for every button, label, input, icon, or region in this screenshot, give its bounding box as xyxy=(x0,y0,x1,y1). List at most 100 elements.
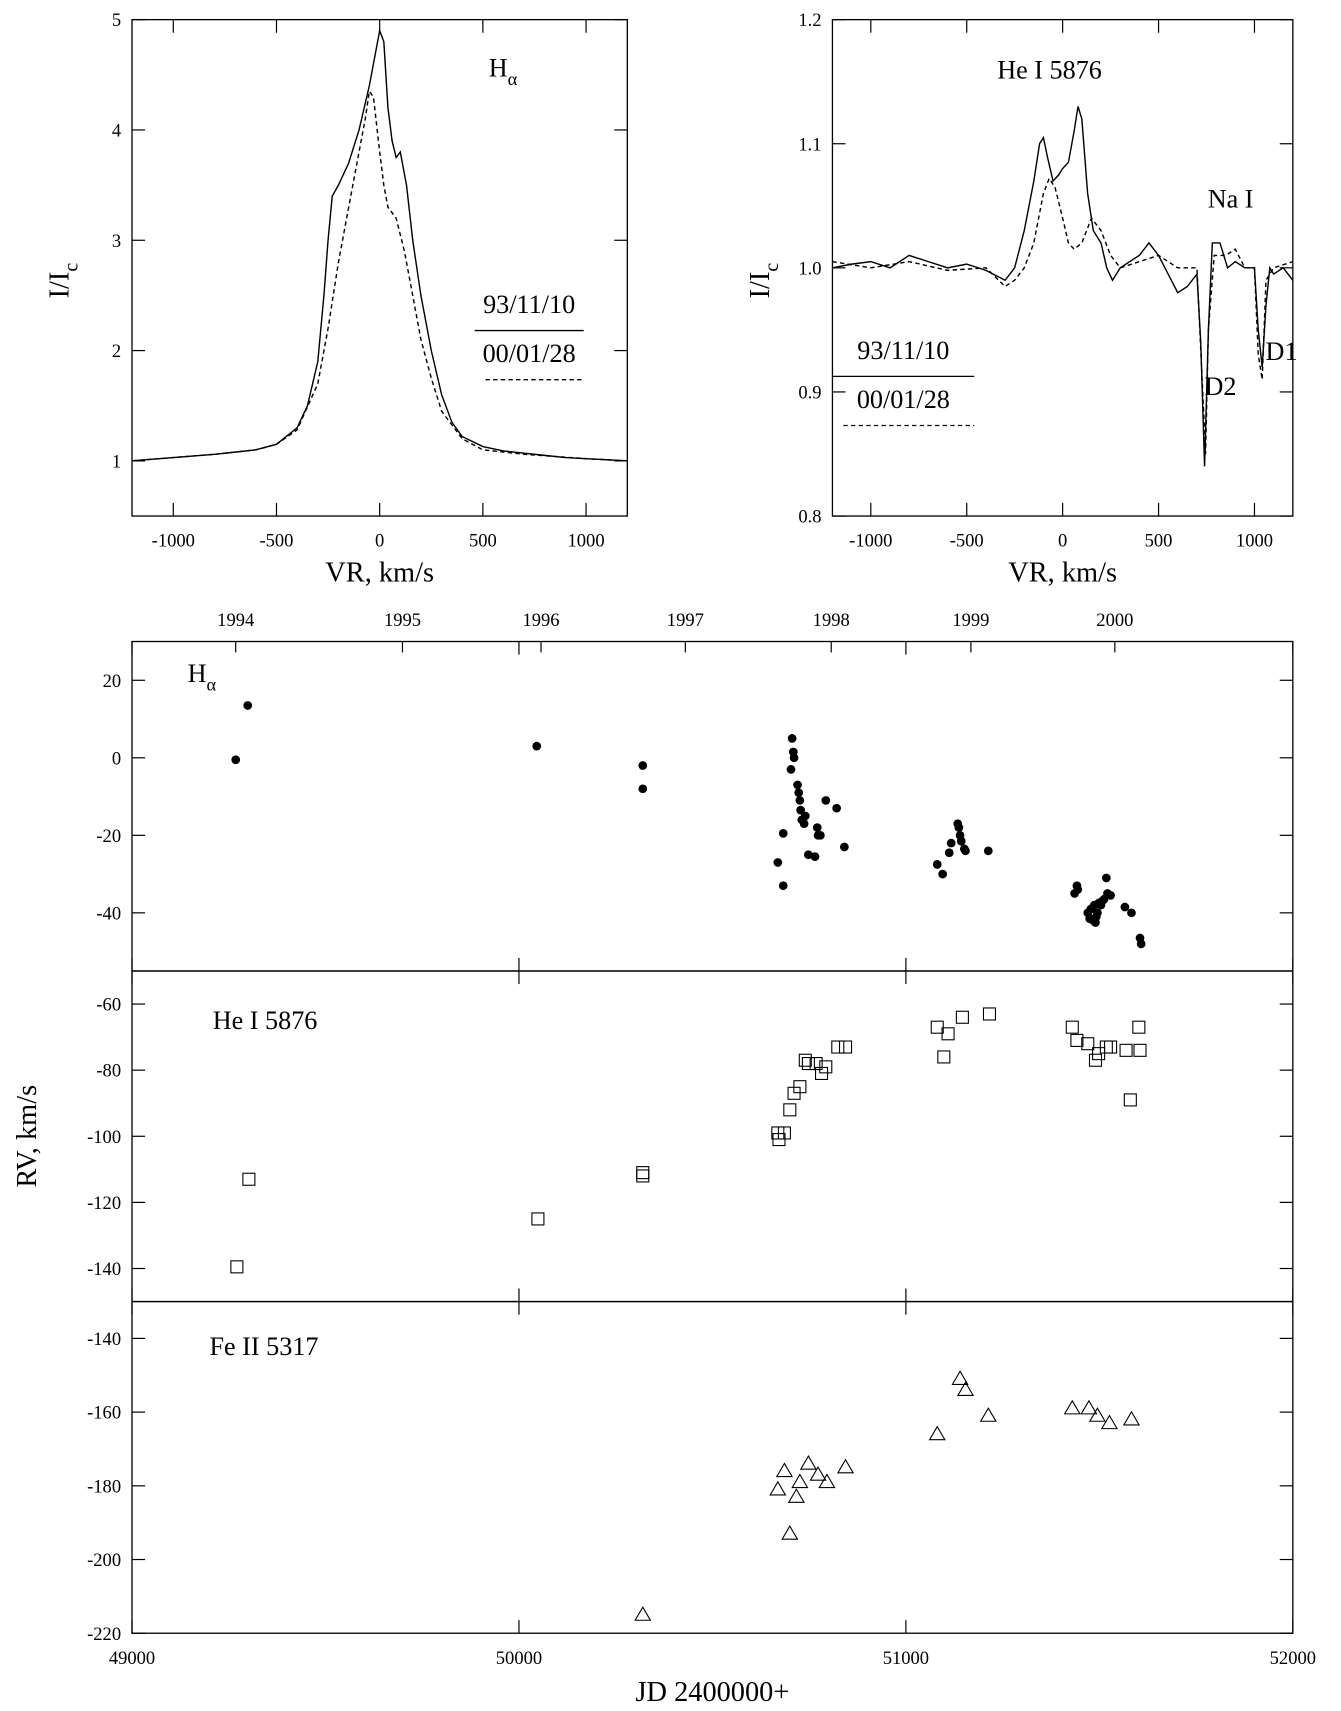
point xyxy=(956,836,966,846)
legend-label: 00/01/28 xyxy=(483,339,576,368)
point xyxy=(928,1425,946,1441)
point xyxy=(932,860,942,869)
point xyxy=(816,830,825,840)
plot-frame xyxy=(131,18,628,517)
y-tick-label: 0 xyxy=(112,748,121,769)
y-tick-label: -200 xyxy=(87,1550,121,1571)
y-tick-label: 1.2 xyxy=(798,10,821,31)
point xyxy=(787,734,797,743)
y-tick-label: -40 xyxy=(96,903,121,924)
point xyxy=(1101,873,1111,883)
x-tick-label: 1000 xyxy=(1236,531,1273,552)
point xyxy=(954,823,964,832)
point xyxy=(1127,908,1136,918)
point xyxy=(1080,1399,1098,1415)
x2-tick-label: 1997 xyxy=(667,610,704,631)
annotation: Na I xyxy=(1208,184,1254,213)
y-tick-label: -80 xyxy=(96,1061,121,1082)
spectrum-line xyxy=(131,28,628,462)
point xyxy=(1132,1020,1146,1034)
point xyxy=(819,1060,833,1074)
x-axis-label: JD 2400000+ xyxy=(635,1677,789,1708)
spectrum-line xyxy=(131,89,628,462)
point xyxy=(799,1454,817,1470)
plot-frame xyxy=(131,640,1294,972)
point xyxy=(941,1027,955,1041)
x-tick-label: 52000 xyxy=(1270,1648,1316,1669)
point xyxy=(778,829,788,838)
point xyxy=(636,1166,650,1180)
point xyxy=(930,1020,944,1034)
point xyxy=(818,1473,836,1489)
point xyxy=(821,796,831,805)
x-tick-label: -500 xyxy=(950,531,984,552)
point xyxy=(840,842,849,852)
point xyxy=(1065,1020,1079,1034)
y-tick-label: 0.9 xyxy=(798,382,821,403)
point xyxy=(1119,1043,1133,1057)
y-tick-label: 1.0 xyxy=(798,258,821,279)
annotation-sub: α xyxy=(508,69,518,89)
point xyxy=(804,850,813,860)
y-tick-label: 20 xyxy=(103,671,122,692)
point xyxy=(982,1007,997,1021)
point xyxy=(793,780,802,790)
point xyxy=(787,1488,805,1503)
point xyxy=(778,881,788,891)
point xyxy=(242,1172,256,1186)
point xyxy=(814,1066,829,1081)
legend-label: 00/01/28 xyxy=(857,385,950,414)
point xyxy=(786,765,796,774)
x-tick-label: 0 xyxy=(375,531,384,552)
x-tick-label: -1000 xyxy=(849,531,892,552)
point xyxy=(831,1040,845,1054)
point xyxy=(961,846,970,856)
x2-tick-label: 1998 xyxy=(813,610,850,631)
annotation: D2 xyxy=(1204,372,1236,401)
point xyxy=(838,1040,853,1054)
x-tick-label: 500 xyxy=(469,531,497,552)
point xyxy=(955,1010,969,1024)
annotation-main: H xyxy=(489,53,508,82)
point xyxy=(800,811,810,821)
y-tick-label: 5 xyxy=(112,10,121,31)
point xyxy=(1073,885,1083,894)
legend-label: 93/11/10 xyxy=(857,336,949,365)
point xyxy=(809,1466,827,1481)
point xyxy=(951,1370,969,1385)
y-axis-label-sub: c xyxy=(60,263,82,272)
point xyxy=(799,819,809,829)
plot-frame xyxy=(831,18,1294,517)
point xyxy=(798,1053,812,1067)
y-tick-label: -20 xyxy=(96,826,121,847)
point xyxy=(1123,1093,1137,1107)
point xyxy=(795,796,805,805)
point xyxy=(937,1050,951,1064)
point xyxy=(783,1103,797,1117)
point xyxy=(777,1126,791,1140)
y-tick-label: 1.1 xyxy=(798,134,821,155)
point xyxy=(793,1080,807,1094)
annotation: D1 xyxy=(1266,337,1298,366)
point xyxy=(1136,939,1146,949)
point xyxy=(1104,1040,1118,1054)
y-tick-label: 0.8 xyxy=(798,507,821,528)
point xyxy=(979,1407,997,1422)
point xyxy=(789,753,799,763)
point xyxy=(1100,1414,1119,1430)
x-tick-label: 49000 xyxy=(109,1648,155,1669)
y-axis-label: I/Ic xyxy=(745,263,783,299)
point xyxy=(791,1473,809,1489)
point xyxy=(944,848,954,858)
point xyxy=(1063,1399,1081,1415)
point xyxy=(636,1169,650,1183)
x2-tick-label: 1995 xyxy=(384,610,421,631)
point xyxy=(1088,1407,1107,1422)
point xyxy=(1133,1043,1147,1057)
point xyxy=(1106,891,1115,900)
x2-tick-label: 1999 xyxy=(952,610,989,631)
point xyxy=(781,1525,799,1540)
x-tick-label: 0 xyxy=(1058,531,1067,552)
point xyxy=(801,1057,815,1071)
annotation: Fe II 5317 xyxy=(209,1332,318,1361)
